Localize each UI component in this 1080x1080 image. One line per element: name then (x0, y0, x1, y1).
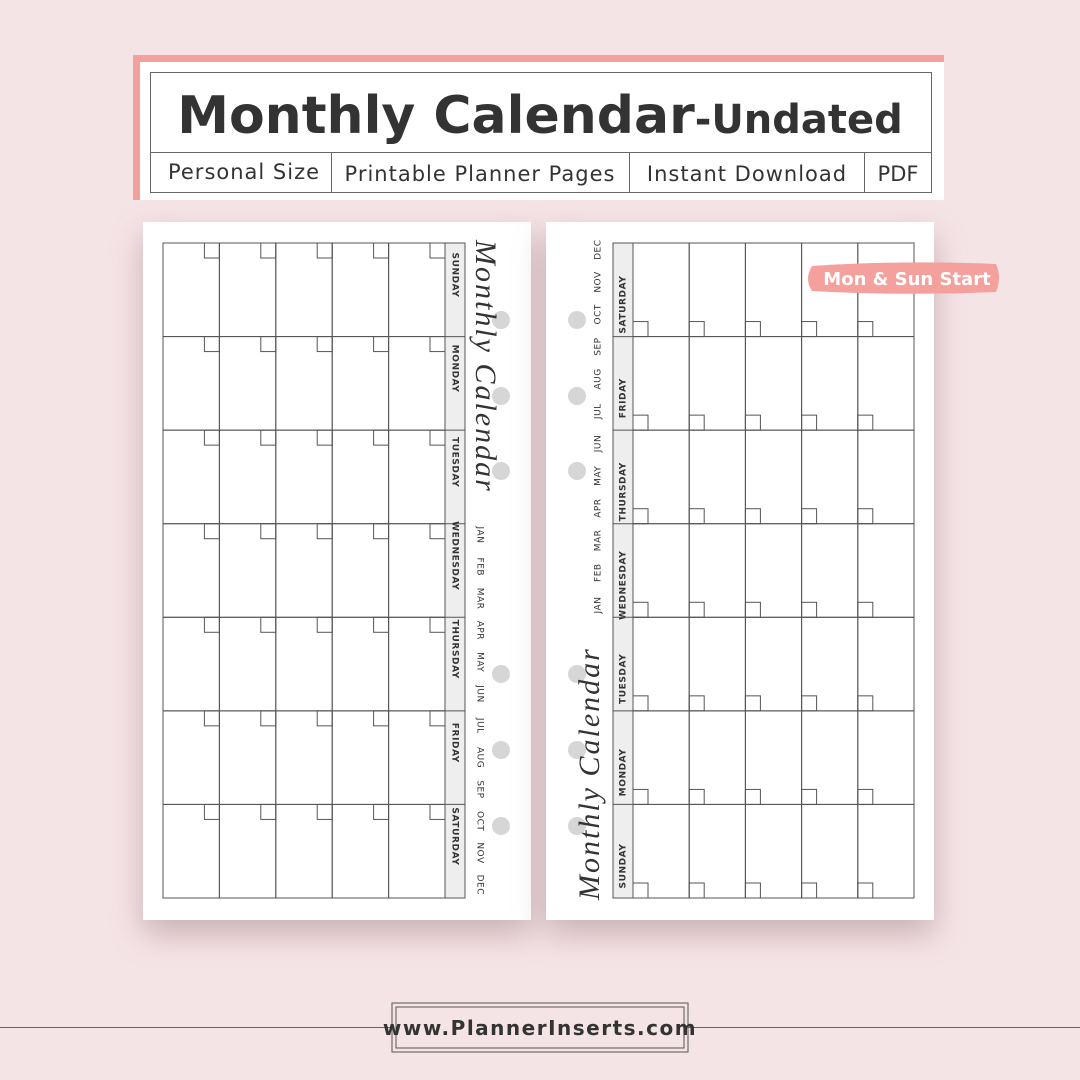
right-page (546, 222, 934, 920)
month-label: SEP (594, 337, 604, 355)
planner-pages: SUNDAY MONDAY TUESDAY WEDNESDAY THURSDAY FRID… (162, 239, 915, 901)
date-box (429, 803, 446, 820)
day-label: WEDNESDAY (450, 521, 460, 590)
punch-hole (492, 665, 510, 683)
month-label: APR (594, 498, 604, 517)
date-box (429, 336, 446, 353)
month-label: SEP (475, 780, 485, 798)
month-label: APR (475, 621, 485, 640)
punch-hole (568, 462, 586, 480)
punch-hole (492, 741, 510, 759)
date-box (632, 882, 649, 899)
day-label: TUESDAY (450, 437, 460, 487)
day-label: THURSDAY (450, 620, 460, 679)
tag: PDF (878, 162, 919, 186)
punch-hole (492, 817, 510, 835)
day-label: FRIDAY (619, 378, 629, 418)
day-label: WEDNESDAY (619, 551, 629, 620)
month-label: JUL (475, 717, 485, 734)
punch-hole (568, 387, 586, 405)
date-box (688, 882, 705, 899)
left-page (143, 222, 531, 920)
month-label: FEB (594, 563, 604, 582)
day-cell (857, 803, 915, 899)
tag: Printable Planner Pages (345, 162, 616, 186)
tag: Instant Download (647, 162, 847, 186)
punch-hole (568, 741, 586, 759)
badge-text: Mon & Sun Start (823, 269, 991, 290)
header-title: Monthly Calendar-Undated (177, 86, 903, 146)
script-title: Monthly Calendar (573, 647, 606, 901)
punch-hole (568, 665, 586, 683)
script-title: Monthly Calendar (469, 239, 502, 493)
badge-shape (808, 262, 999, 294)
title-main: Monthly Calendar (177, 86, 695, 146)
month-label: JAN (475, 526, 485, 544)
month-label: MAY (594, 466, 604, 486)
day-label: SATURDAY (619, 276, 629, 334)
month-label: DEC (594, 239, 604, 259)
day-cell (388, 803, 446, 899)
month-label: JAN (594, 597, 604, 615)
punch-hole (568, 817, 586, 835)
date-box (429, 242, 446, 259)
month-label: NOV (594, 271, 604, 293)
footer-box (391, 1002, 689, 1053)
month-label: JUN (475, 684, 485, 702)
month-label: JUN (594, 435, 604, 453)
month-label: NOV (475, 842, 485, 864)
day-label: MONDAY (450, 345, 460, 393)
month-label: OCT (475, 811, 485, 831)
day-label: SATURDAY (450, 807, 460, 865)
date-box (801, 882, 818, 899)
day-label: MONDAY (619, 749, 629, 797)
month-label: AUG (594, 368, 604, 389)
date-box (429, 523, 446, 540)
punch-hole (492, 462, 510, 480)
month-label: MAY (475, 652, 485, 672)
punch-hole (492, 311, 510, 329)
day-label: FRIDAY (450, 723, 460, 763)
day-label: SUNDAY (450, 252, 460, 297)
punch-hole (492, 387, 510, 405)
day-label: THURSDAY (619, 462, 629, 521)
month-label: AUG (475, 747, 485, 768)
footer-box-inner (395, 1006, 685, 1049)
punch-hole (568, 311, 586, 329)
month-label: FEB (475, 558, 485, 577)
date-box (429, 616, 446, 633)
title-sub: -Undated (695, 97, 903, 143)
month-label: OCT (594, 304, 604, 324)
date-box (744, 882, 761, 899)
website: www.PlannerInserts.com (383, 1016, 697, 1040)
month-label: DEC (475, 875, 485, 895)
date-box (857, 882, 874, 899)
month-label: MAR (475, 588, 485, 610)
header-panel (140, 62, 944, 200)
day-label: SUNDAY (619, 843, 629, 888)
day-label: TUESDAY (619, 654, 629, 704)
month-label: JUL (594, 403, 604, 420)
date-box (429, 429, 446, 446)
tag: Personal Size (168, 160, 320, 184)
header-frame (150, 72, 932, 193)
date-box (429, 710, 446, 727)
month-label: MAR (594, 530, 604, 552)
